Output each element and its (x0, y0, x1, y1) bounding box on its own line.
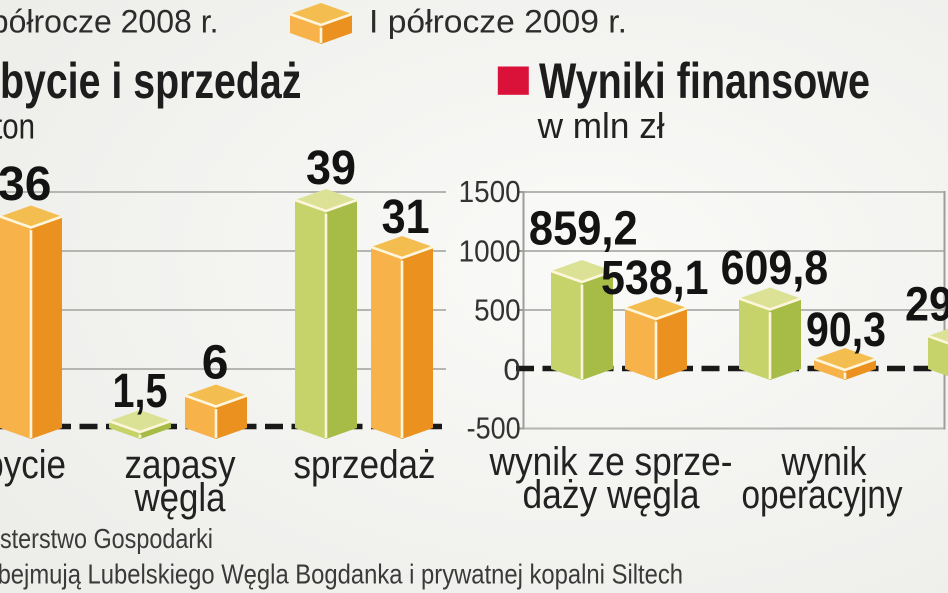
svg-text:I półrocze 2008 r.: I półrocze 2008 r. (0, 4, 218, 40)
svg-text:I półrocze 2009 r.: I półrocze 2009 r. (369, 4, 627, 40)
svg-text:Dane obejmują Lubelskiego Węgl: Dane obejmują Lubelskiego Węgla Bogdanka… (0, 558, 683, 589)
svg-text:w mln zł: w mln zł (537, 105, 665, 146)
svg-text:wynik ze sprze-: wynik ze sprze- (489, 440, 733, 484)
svg-text:-500: -500 (467, 411, 521, 446)
svg-text:1,5: 1,5 (113, 365, 168, 418)
svg-text:zapasy: zapasy (125, 443, 236, 487)
svg-text:wynik: wynik (781, 440, 868, 484)
svg-text:Wydobycie i sprzedaż: Wydobycie i sprzedaż (0, 53, 301, 109)
svg-text:90,3: 90,3 (806, 304, 886, 357)
svg-text:609,8: 609,8 (721, 242, 829, 295)
svg-text:31: 31 (382, 191, 430, 244)
svg-text:w mln ton: w mln ton (0, 106, 35, 147)
svg-text:500: 500 (474, 293, 521, 328)
svg-text:39: 39 (306, 142, 356, 195)
svg-text:operacyjny: operacyjny (742, 473, 903, 517)
svg-text:1000: 1000 (459, 233, 521, 268)
svg-text:wydobycie: wydobycie (0, 443, 66, 487)
svg-text:Źródło: Ministerstwo Gospodark: Źródło: Ministerstwo Gospodarki (0, 523, 213, 554)
svg-text:36: 36 (0, 158, 51, 211)
svg-text:sprzedaż: sprzedaż (294, 443, 436, 487)
svg-text:daży węgla: daży węgla (523, 473, 701, 517)
svg-text:1500: 1500 (459, 174, 521, 209)
svg-text:290,3: 290,3 (905, 279, 948, 332)
svg-text:Wyniki finansowe: Wyniki finansowe (539, 53, 870, 109)
svg-text:538,1: 538,1 (601, 252, 709, 305)
svg-text:859,2: 859,2 (529, 202, 638, 255)
svg-text:0: 0 (503, 352, 520, 387)
svg-text:węgla: węgla (134, 476, 227, 520)
svg-text:6: 6 (202, 337, 229, 390)
